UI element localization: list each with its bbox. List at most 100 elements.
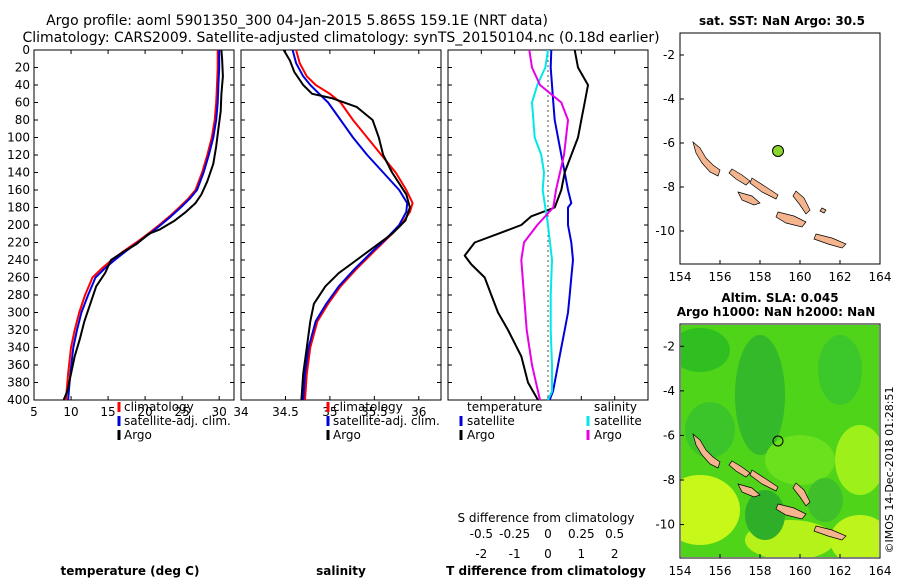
legend-label: satellite [594,414,642,428]
depth-tick-label: 100 [7,131,30,145]
lon-tick-label: 154 [669,270,692,284]
legend-header-temperature: temperature [467,400,542,414]
series-line-satellite-adj-clim- [291,49,409,401]
small-island [819,207,827,214]
difference-x-axis: -2 -1 0 1 2 [475,50,618,561]
argo-position-marker [772,145,784,157]
legend-label: climatology [333,400,403,414]
series-line-climatology [64,50,219,401]
temperature-x-axis: 5 10 15 20 25 30 [30,50,227,419]
figure-title-line1: Argo profile: aoml 5901350_300 04-Jan-20… [46,13,548,29]
temperature-series [62,49,224,401]
lon-tick-label: 160 [789,564,812,578]
series-line-satellite-adj-clim- [67,50,221,401]
series-line-salinity-argo [520,49,569,401]
sla-patch [735,335,785,455]
figure-title-line2: Climatology: CARS2009. Satellite-adjuste… [22,30,659,46]
legend-label: Argo [467,428,495,442]
choiseul-island [728,168,751,186]
depth-tick-label: 360 [7,358,30,372]
sla-patch [818,335,862,405]
depth-tick-label: 40 [15,78,30,92]
sla-map-axes: 154 156 158 160 162 164 -2 -4 -6 -8 -10 [655,339,891,578]
x-tick-label: 25 [175,405,190,419]
salinity-x-label: salinity [316,564,366,578]
lon-tick-label: 160 [789,270,812,284]
lat-tick-label: -2 [663,339,675,353]
depth-tick-label: 180 [7,201,30,215]
salinity-x-axis: 34 34.5 35 35.5 36 [233,50,426,419]
depth-tick-label: 80 [15,113,30,127]
lon-tick-label: 158 [749,564,772,578]
s-tick-label: -0.5 [470,527,493,541]
depth-tick-label: 220 [7,236,30,250]
depth-tick-label: 160 [7,183,30,197]
x-tick-label: 2 [611,547,619,561]
lon-tick-label: 158 [749,270,772,284]
sla-map-subtitle: Argo h1000: NaN h2000: NaN [677,305,876,319]
lat-tick-label: -8 [663,473,675,487]
new-georgia-islands [737,483,761,498]
legend-label: climatology [124,400,194,414]
sla-map: Altim. SLA: 0.045 Argo h1000: NaN h2000:… [655,291,891,578]
depth-axis: 0 20 40 60 80 100 120 140 160 180 200 220 240 260 280 3… [7,43,234,407]
series-line-salinity-satellite [531,49,553,401]
choiseul-island [728,460,751,478]
depth-tick-label: 340 [7,341,30,355]
lon-tick-label: 162 [829,270,852,284]
sla-patch [745,490,785,540]
temperature-chart: 0 20 40 60 80 100 120 140 160 180 200 220 240 260 280 3… [7,43,235,578]
sst-map-axes: 154 156 158 160 162 164 -2 -4 -6 -8 -10 [655,48,891,284]
x-tick-label: 35 [322,405,337,419]
depth-tick-label: 20 [15,61,30,75]
depth-tick-label: 60 [15,96,30,110]
lon-tick-label: 156 [709,564,732,578]
temperature-frame [33,49,235,401]
series-line-temperature-satellite [548,49,574,401]
x-tick-label: 34 [233,405,248,419]
series-line-climatology [295,49,414,401]
bougainville-island [692,432,721,469]
sla-patch [765,435,835,485]
lat-tick-label: -6 [663,428,675,442]
lat-tick-label: -2 [663,48,675,62]
salinity-series [282,49,414,401]
depth-tick-label: 380 [7,376,30,390]
lat-tick-label: -4 [663,92,675,106]
imos-watermark: ©IMOS 14-Dec-2018 01:28:51 [883,387,896,554]
series-line-argo [282,49,411,401]
s-tick-label: -0.25 [499,527,530,541]
makira-island [813,233,847,249]
temperature-x-label: temperature (deg C) [61,564,200,578]
salinity-chart: 34 34.5 35 35.5 36 salinity climatologysatel… [233,49,442,578]
sla-patch [807,478,843,522]
x-tick-label: -1 [509,547,521,561]
legend-label: satellite [467,414,515,428]
bougainville-island [692,140,721,177]
depth-tick-label: 200 [7,218,30,232]
lon-tick-label: 156 [709,270,732,284]
lat-tick-label: -10 [655,224,675,238]
legend-label: satellite-adj. clim. [124,414,231,428]
sla-map-heatmap [681,328,879,557]
depth-tick-label: 140 [7,166,30,180]
argo-position-marker [772,435,784,447]
legend-label: satellite-adj. clim. [333,414,440,428]
x-tick-label: 30 [212,405,227,419]
x-tick-label: -2 [475,547,487,561]
sla-patch [835,425,879,495]
lat-tick-label: -8 [663,180,675,194]
series-line-temperature-argo [463,49,589,401]
difference-y-ticks [448,49,648,401]
lon-tick-label: 162 [829,564,852,578]
depth-tick-label: 120 [7,148,30,162]
x-tick-label: 36 [411,405,426,419]
sst-map-title: sat. SST: NaN Argo: 30.5 [699,14,865,28]
lat-tick-label: -6 [663,136,675,150]
s-tick-label: 0 [544,527,552,541]
sst-map: sat. SST: NaN Argo: 30.5 154 156 158 160 162… [655,14,891,284]
depth-tick-label: 240 [7,253,30,267]
x-tick-label: 0 [544,547,552,561]
legend-header-salinity: salinity [594,400,637,414]
